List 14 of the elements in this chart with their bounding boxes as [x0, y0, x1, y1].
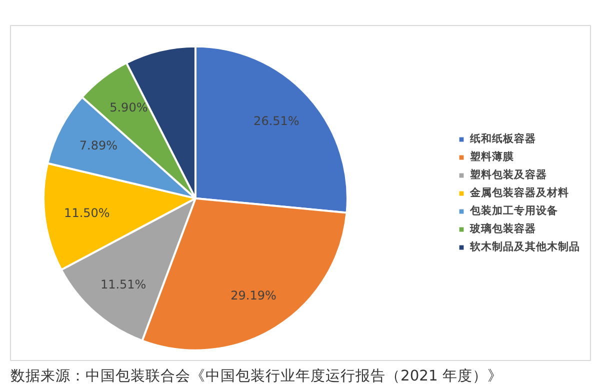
data-label: 26.51%: [254, 114, 300, 128]
legend-label: 塑料包装及容器: [470, 168, 547, 182]
source-note: 数据来源：中国包装联合会《中国包装行业年度运行报告（2021 年度）》: [10, 368, 502, 384]
legend-label: 软木制品及其他木制品: [470, 240, 580, 254]
legend-label: 金属包装容器及材料: [470, 186, 569, 200]
legend-label: 玻璃包装容器: [470, 222, 536, 236]
data-label: 5.90%: [110, 100, 148, 115]
legend-label: 包装加工专用设备: [470, 204, 558, 218]
data-label: 29.19%: [230, 288, 276, 302]
data-label: 11.51%: [100, 277, 146, 292]
legend-label: 塑料薄膜: [470, 150, 514, 164]
data-label: 11.50%: [64, 206, 110, 220]
legend-label: 纸和纸板容器: [470, 132, 536, 146]
data-label: 7.89%: [79, 138, 118, 152]
